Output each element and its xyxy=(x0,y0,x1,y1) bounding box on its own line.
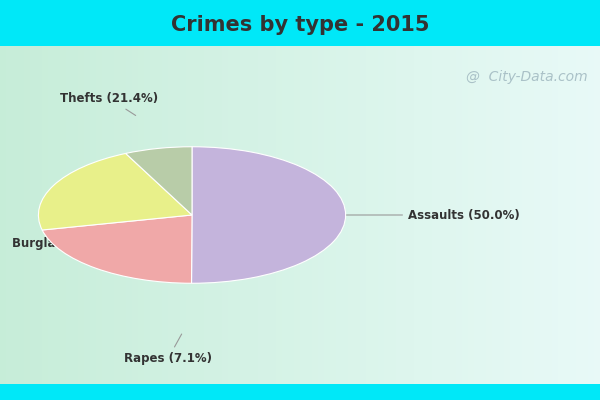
Wedge shape xyxy=(38,154,192,230)
Text: Burglaries (21.4%): Burglaries (21.4%) xyxy=(12,237,136,250)
Text: Rapes (7.1%): Rapes (7.1%) xyxy=(124,334,212,365)
Text: Thefts (21.4%): Thefts (21.4%) xyxy=(60,92,158,116)
Wedge shape xyxy=(125,147,192,215)
Wedge shape xyxy=(191,147,346,283)
Text: @  City-Data.com: @ City-Data.com xyxy=(466,70,588,84)
Text: Crimes by type - 2015: Crimes by type - 2015 xyxy=(171,15,429,35)
Text: Assaults (50.0%): Assaults (50.0%) xyxy=(318,208,520,222)
Wedge shape xyxy=(42,215,192,283)
